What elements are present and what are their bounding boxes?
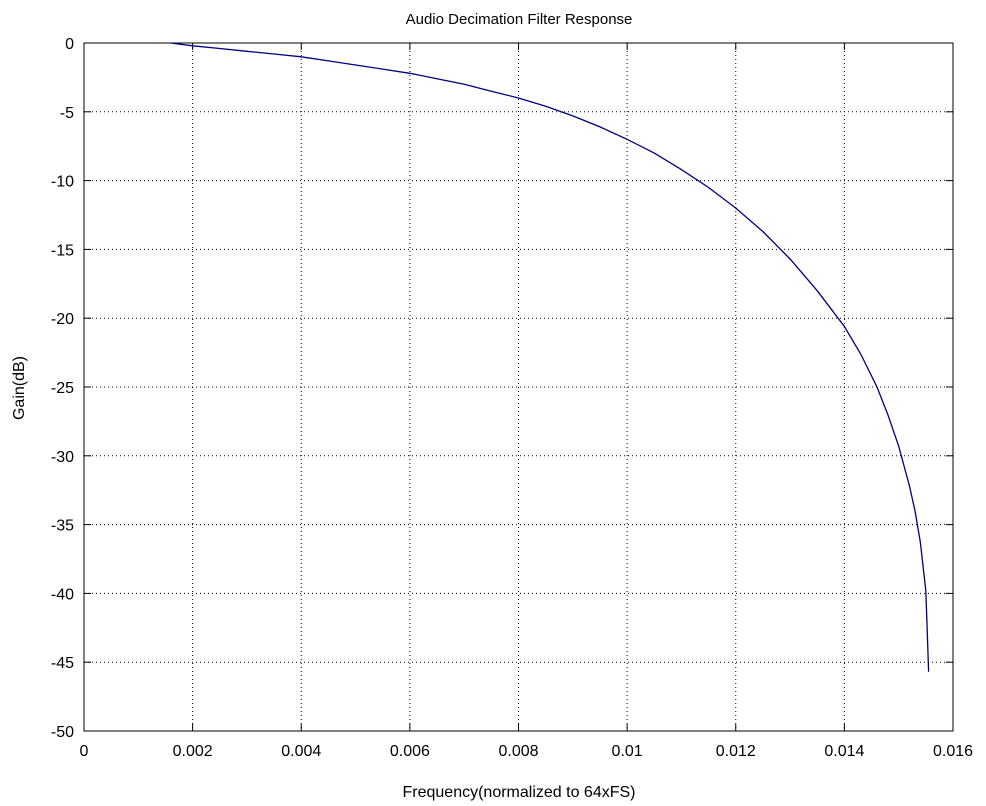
y-tick-label: -5 xyxy=(60,105,74,122)
y-tick-label: -10 xyxy=(51,174,74,191)
y-tick-label: -40 xyxy=(51,586,74,603)
series-layer xyxy=(170,42,930,672)
y-tick-label: -20 xyxy=(51,311,74,328)
x-tick-label: 0.006 xyxy=(390,743,430,760)
x-tick-label: 0 xyxy=(80,743,89,760)
x-tick-label: 0.01 xyxy=(612,743,643,760)
ticks: 0 0.002 0.004 0.006 0.008 0.01 0.012 0.014 0.016… xyxy=(51,36,973,760)
grid xyxy=(84,43,953,731)
x-tick-label: 0.008 xyxy=(498,743,538,760)
x-tick-label: 0.016 xyxy=(933,743,973,760)
y-tick-label: -35 xyxy=(51,518,74,535)
x-axis-label: Frequency(normalized to 64xFS) xyxy=(403,784,636,801)
y-tick-label: -30 xyxy=(51,449,74,466)
y-axis-label: Gain(dB) xyxy=(11,356,28,420)
y-tick-label: -45 xyxy=(51,655,74,672)
y-tick-label: -15 xyxy=(51,242,74,259)
y-tick-label: -50 xyxy=(51,724,74,741)
x-tick-label: 0.012 xyxy=(716,743,756,760)
x-tick-label: 0.004 xyxy=(281,743,321,760)
chart-title: Audio Decimation Filter Response xyxy=(406,11,633,28)
x-tick-label: 0.014 xyxy=(824,743,864,760)
y-tick-label: -25 xyxy=(51,380,74,397)
x-tick-label: 0.002 xyxy=(173,743,213,760)
series-line xyxy=(170,42,930,672)
y-tick-label: 0 xyxy=(65,36,74,53)
